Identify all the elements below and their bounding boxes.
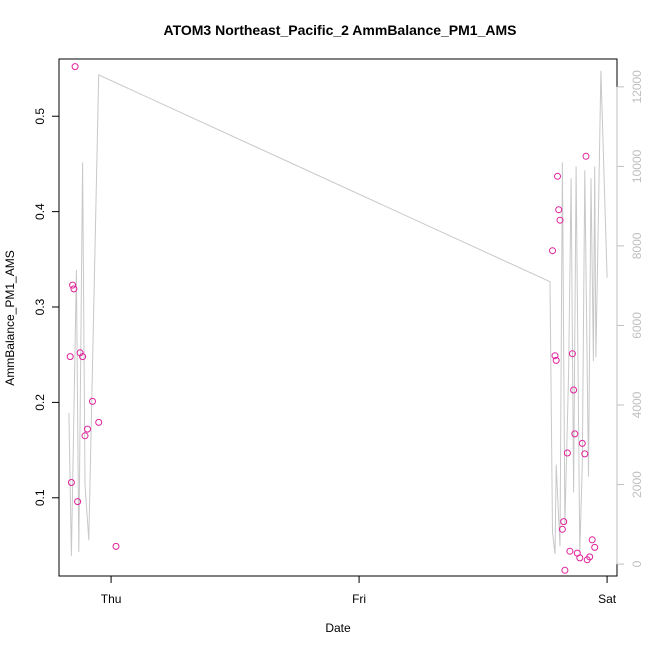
scatter-points (66, 63, 599, 574)
data-point (558, 525, 566, 533)
y-tick-label: 0.3 (33, 298, 47, 315)
right-axis-line-series (68, 70, 608, 557)
y-axis-left: 0.1 0.2 0.3 0.4 0.5 (33, 108, 60, 506)
y-right-tick-label: 6000 (630, 312, 644, 339)
data-point (586, 553, 594, 561)
data-point (89, 397, 96, 405)
y-tick-label: 0.1 (33, 489, 47, 506)
data-point (66, 353, 74, 361)
plot-frame (58, 58, 618, 577)
data-point (70, 285, 78, 293)
data-point (561, 566, 569, 574)
data-point (570, 386, 578, 394)
data-point (74, 498, 82, 506)
data-point (563, 449, 571, 457)
x-tick-label: Thu (101, 592, 122, 606)
data-point (588, 536, 596, 544)
y-right-tick-label: 10000 (630, 149, 644, 183)
data-point (560, 518, 568, 526)
data-point (566, 547, 574, 555)
data-point (578, 439, 586, 447)
y-tick-label: 0.4 (33, 203, 47, 220)
series-line (68, 70, 608, 557)
y-right-tick-label: 0 (630, 560, 644, 567)
y-right-tick-label: 4000 (630, 391, 644, 418)
data-point (555, 206, 563, 214)
data-point (551, 352, 559, 360)
y-tick-label: 0.5 (33, 108, 47, 125)
y-right-tick-label: 12000 (630, 70, 644, 104)
data-point (591, 543, 599, 551)
data-point (581, 450, 589, 458)
data-point (582, 152, 590, 160)
data-point (571, 430, 579, 438)
data-point (71, 63, 79, 71)
y-axis-label: AmmBalance_PM1_AMS (3, 250, 17, 385)
data-point (84, 425, 91, 433)
data-point (95, 418, 103, 426)
data-point (81, 432, 89, 440)
data-point (79, 353, 87, 361)
chart-title: ATOM3 Northeast_Pacific_2 AmmBalance_PM1… (164, 22, 517, 38)
x-axis-label: Date (325, 621, 351, 635)
data-point (576, 554, 584, 562)
data-point (554, 172, 561, 180)
data-point (549, 247, 556, 255)
data-point (69, 281, 77, 289)
data-point (112, 542, 120, 550)
y-tick-label: 0.2 (33, 394, 47, 411)
data-point (556, 216, 564, 224)
y-right-tick-label: 2000 (630, 471, 644, 498)
data-point (67, 479, 75, 486)
x-tick-label: Fri (352, 592, 366, 606)
x-axis: Thu Fri Sat (101, 575, 617, 606)
data-point (568, 350, 576, 358)
y-right-tick-label: 8000 (630, 232, 644, 259)
data-point (552, 356, 560, 364)
x-tick-label: Sat (598, 592, 617, 606)
y-axis-right: 0 2000 4000 6000 8000 10000 12000 (616, 70, 644, 567)
